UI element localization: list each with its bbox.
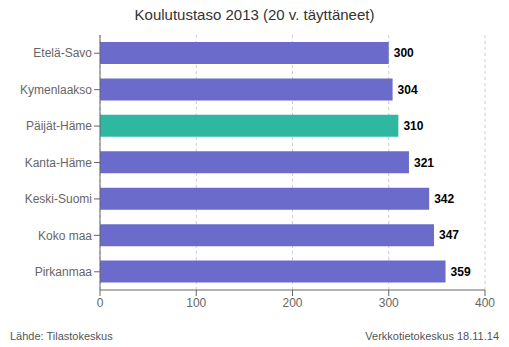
html-text:Koulutustaso 2013 (20 v. täytt: Koulutustaso 2013 (20 v. täyttäneet) <box>134 6 375 23</box>
html-text:Verkkotietokeskus 18.11.14: Verkkotietokeskus 18.11.14 <box>365 330 499 342</box>
svg-text:359: 359 <box>451 265 471 279</box>
svg-text:200: 200 <box>282 296 302 310</box>
svg-text:Pirkanmaa: Pirkanmaa <box>35 265 93 279</box>
svg-text:347: 347 <box>439 228 459 242</box>
svg-text:Päijät-Häme: Päijät-Häme <box>26 119 92 133</box>
svg-text:Kymenlaakso: Kymenlaakso <box>20 83 92 97</box>
svg-text:321: 321 <box>414 156 434 170</box>
svg-text:342: 342 <box>434 192 454 206</box>
svg-text:300: 300 <box>379 296 399 310</box>
svg-text:304: 304 <box>398 83 418 97</box>
svg-text:Etelä-Savo: Etelä-Savo <box>33 46 92 60</box>
svg-text:0: 0 <box>97 296 104 310</box>
svg-text:300: 300 <box>394 46 414 60</box>
svg-text:Kanta-Häme: Kanta-Häme <box>25 156 93 170</box>
html-text:Lähde: Tilastokeskus: Lähde: Tilastokeskus <box>10 330 113 342</box>
svg-text:400: 400 <box>475 296 495 310</box>
svg-text:Keski-Suomi: Keski-Suomi <box>25 192 92 206</box>
svg-text:Koko maa: Koko maa <box>38 229 92 243</box>
svg-text:310: 310 <box>403 119 423 133</box>
svg-text:100: 100 <box>186 296 206 310</box>
